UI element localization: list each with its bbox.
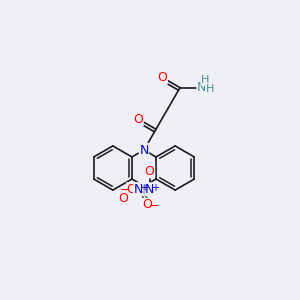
Text: O: O [127, 183, 136, 196]
Text: O: O [145, 165, 154, 178]
Text: +: + [151, 183, 159, 193]
Text: H: H [206, 84, 214, 94]
Text: O: O [134, 112, 143, 125]
Text: −: − [120, 184, 130, 197]
Text: −: − [149, 200, 159, 213]
Text: O: O [142, 198, 152, 211]
Text: N: N [197, 81, 206, 94]
Text: +: + [140, 183, 148, 193]
Text: O: O [118, 192, 128, 205]
Text: N: N [134, 183, 143, 196]
Text: N: N [139, 143, 149, 157]
Text: N: N [145, 183, 154, 196]
Text: O: O [158, 71, 167, 84]
Text: H: H [201, 75, 209, 85]
